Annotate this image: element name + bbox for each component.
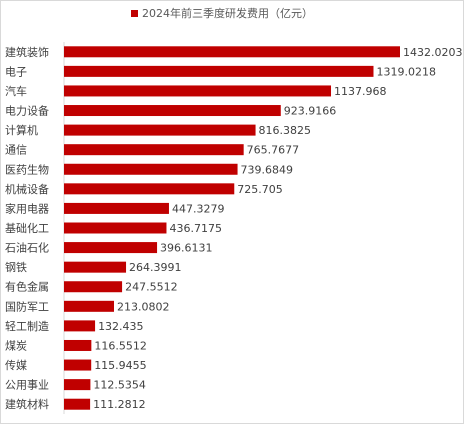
bar xyxy=(64,222,167,234)
value-label: 816.3825 xyxy=(259,124,312,137)
category-label: 轻工制造 xyxy=(5,319,49,333)
bars xyxy=(64,46,400,410)
value-label: 1137.968 xyxy=(334,85,387,98)
value-label: 923.9166 xyxy=(284,105,337,118)
category-label: 石油石化 xyxy=(5,241,49,255)
value-label: 132.435 xyxy=(98,320,144,333)
category-label: 煤炭 xyxy=(5,339,27,352)
value-label: 112.5354 xyxy=(93,379,145,392)
category-label: 通信 xyxy=(5,144,27,157)
legend-label: 2024年前三季度研发费用（亿元） xyxy=(142,6,313,20)
bar xyxy=(64,320,96,332)
bar xyxy=(64,242,158,254)
category-label: 国防军工 xyxy=(5,299,49,313)
value-label: 115.9455 xyxy=(94,359,147,372)
category-label: 传媒 xyxy=(5,359,27,372)
value-label: 111.2812 xyxy=(93,398,146,411)
bar xyxy=(64,105,281,117)
value-label: 213.0802 xyxy=(117,300,170,313)
bar xyxy=(64,281,123,293)
bar xyxy=(64,379,91,391)
category-label: 建筑材料 xyxy=(5,397,49,411)
bar xyxy=(64,202,169,214)
value-label: 264.3991 xyxy=(129,261,182,274)
bar xyxy=(64,339,92,351)
category-label: 电子 xyxy=(5,65,27,78)
category-label: 电力设备 xyxy=(5,104,49,118)
legend-swatch xyxy=(131,10,138,17)
category-label: 汽车 xyxy=(5,84,27,98)
bar xyxy=(64,163,238,175)
category-label: 建筑装饰 xyxy=(5,45,49,59)
bar xyxy=(64,261,127,273)
category-label: 计算机 xyxy=(5,123,38,137)
value-label: 725.705 xyxy=(237,183,283,196)
bar xyxy=(64,398,91,410)
value-label: 765.7677 xyxy=(247,144,299,157)
bar xyxy=(64,144,244,156)
value-labels: 1432.0203 1319.0218 1137.968 923.9166 816.38… xyxy=(93,46,462,411)
bar xyxy=(64,183,235,195)
category-label: 基础化工 xyxy=(5,221,49,235)
bar xyxy=(64,124,256,136)
value-label: 116.5512 xyxy=(94,339,147,352)
category-label: 家用电器 xyxy=(5,201,49,215)
value-label: 1432.0203 xyxy=(403,46,463,59)
value-label: 1319.0218 xyxy=(376,65,436,78)
value-label: 436.7175 xyxy=(169,222,222,235)
category-label: 公用事业 xyxy=(5,379,49,392)
category-label: 机械设备 xyxy=(5,182,49,196)
value-label: 247.5512 xyxy=(125,281,178,294)
value-label: 739.6849 xyxy=(241,163,293,176)
bar xyxy=(64,359,92,371)
value-label: 447.3279 xyxy=(172,202,225,215)
value-label: 396.6131 xyxy=(160,242,213,255)
bar xyxy=(64,300,114,312)
bar xyxy=(64,85,332,97)
category-label: 钢铁 xyxy=(5,261,27,274)
bar xyxy=(64,46,400,58)
category-labels: 建筑装饰电子汽车电力设备计算机通信医药生物机械设备家用电器基础化工石油石化钢铁有… xyxy=(5,45,49,411)
legend: 2024年前三季度研发费用（亿元） xyxy=(131,6,313,20)
category-label: 医药生物 xyxy=(5,162,49,176)
bar xyxy=(64,65,374,77)
category-label: 有色金属 xyxy=(5,280,49,294)
